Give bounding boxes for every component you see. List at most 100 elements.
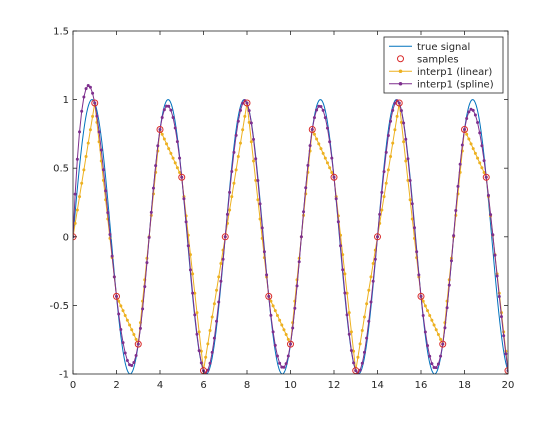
marker-interp1-spline	[297, 260, 301, 264]
marker-interp1-spline	[360, 361, 364, 365]
legend-swatch-marker	[397, 55, 404, 63]
marker-interp1-spline	[154, 164, 158, 168]
marker-interp1-spline	[399, 109, 403, 113]
marker-interp1-linear	[325, 161, 329, 165]
marker-interp1-linear	[228, 208, 232, 212]
y-tick-label: 1.5	[53, 27, 69, 38]
marker-interp1-linear	[436, 333, 440, 337]
y-tick-label: -1	[59, 370, 69, 381]
marker-interp1-linear	[78, 195, 82, 199]
marker-interp1-spline	[197, 349, 201, 353]
marker-interp1-spline	[386, 133, 390, 137]
sample-point	[504, 367, 508, 374]
marker-interp1-spline	[175, 140, 179, 144]
marker-interp1-spline	[321, 108, 325, 112]
sample-point	[243, 99, 251, 107]
marker-interp1-spline	[447, 283, 451, 287]
marker-interp1-spline	[230, 170, 234, 174]
marker-interp1-spline	[195, 332, 199, 336]
sample-point	[395, 99, 403, 107]
marker-interp1-spline	[225, 212, 229, 216]
marker-interp1-spline	[480, 144, 484, 148]
marker-interp1-spline	[354, 369, 358, 373]
marker-interp1-linear	[84, 155, 88, 159]
marker-interp1-spline	[286, 354, 290, 358]
marker-interp1-linear	[219, 262, 223, 266]
marker-interp1-linear	[256, 198, 260, 202]
marker-interp1-spline	[439, 354, 443, 358]
marker-interp1-spline	[371, 279, 375, 283]
y-tick-label: 0.5	[53, 164, 69, 175]
marker-interp1-spline	[497, 295, 501, 299]
marker-interp1-linear	[125, 318, 129, 322]
marker-interp1-spline	[502, 334, 506, 338]
marker-interp1-spline	[236, 119, 240, 123]
x-tick-label: 10	[284, 380, 297, 391]
marker-interp1-spline	[112, 275, 116, 279]
legend-entry-true-signal: true signal	[389, 42, 470, 53]
sample-point	[439, 340, 447, 348]
marker-interp1-spline	[234, 133, 238, 137]
marker-interp1-spline	[408, 178, 412, 182]
marker-interp1-linear	[193, 291, 197, 295]
marker-interp1-spline	[478, 131, 482, 135]
y-tick-label: 1	[63, 95, 69, 106]
marker-interp1-spline	[271, 330, 275, 334]
marker-interp1-linear	[217, 275, 221, 279]
marker-interp1-spline	[369, 300, 373, 304]
marker-interp1-linear	[469, 142, 473, 146]
marker-interp1-linear	[473, 151, 477, 155]
x-tick-label: 16	[415, 380, 428, 391]
marker-interp1-spline	[232, 150, 236, 154]
marker-interp1-spline	[160, 116, 164, 120]
axes: 0 2 4 6 8 10 12 14 16 18 20 -1 -0.5 0 0.5 1 1.5	[49, 27, 514, 392]
series-markers-interp1-spline	[73, 84, 508, 374]
sample-point	[482, 173, 490, 181]
marker-interp1-linear	[426, 309, 430, 313]
marker-interp1-linear	[206, 342, 210, 346]
marker-interp1-spline	[191, 291, 195, 295]
marker-interp1-spline	[434, 366, 438, 370]
marker-interp1-linear	[367, 288, 371, 292]
sample-point	[308, 126, 316, 134]
marker-interp1-spline	[436, 362, 440, 366]
marker-interp1-linear	[467, 137, 471, 141]
x-tick-label: 0	[70, 380, 76, 391]
marker-interp1-spline	[334, 197, 338, 201]
marker-interp1-spline	[186, 244, 190, 248]
x-tick-label: 20	[502, 380, 515, 391]
marker-interp1-spline	[169, 108, 173, 112]
marker-interp1-spline	[412, 226, 416, 230]
marker-interp1-spline	[91, 91, 95, 95]
marker-interp1-linear	[188, 253, 192, 257]
marker-interp1-linear	[191, 272, 195, 276]
marker-interp1-linear	[430, 318, 434, 322]
marker-interp1-spline	[473, 113, 477, 117]
marker-interp1-spline	[491, 233, 495, 237]
marker-interp1-linear	[280, 323, 284, 327]
marker-interp1-spline	[426, 344, 430, 348]
marker-interp1-linear	[476, 156, 480, 160]
marker-interp1-linear	[371, 262, 375, 266]
marker-interp1-linear	[362, 315, 366, 319]
marker-interp1-spline	[406, 157, 410, 161]
marker-interp1-spline	[125, 358, 129, 362]
legend-label: interp1 (linear)	[417, 67, 492, 78]
marker-interp1-linear	[88, 128, 92, 132]
marker-interp1-linear	[312, 132, 316, 136]
marker-interp1-spline	[312, 116, 316, 120]
marker-interp1-linear	[73, 221, 77, 225]
marker-interp1-spline	[262, 250, 266, 254]
marker-interp1-linear	[238, 141, 242, 145]
marker-interp1-spline	[358, 368, 362, 372]
sample-point	[156, 126, 164, 134]
sample-point	[221, 233, 229, 241]
marker-interp1-spline	[317, 104, 321, 108]
marker-interp1-linear	[197, 330, 201, 334]
marker-interp1-spline	[308, 144, 312, 148]
marker-interp1-spline	[238, 108, 242, 112]
marker-interp1-spline	[117, 312, 121, 316]
marker-interp1-spline	[449, 259, 453, 263]
marker-interp1-spline	[260, 226, 264, 230]
marker-interp1-spline	[97, 130, 101, 134]
